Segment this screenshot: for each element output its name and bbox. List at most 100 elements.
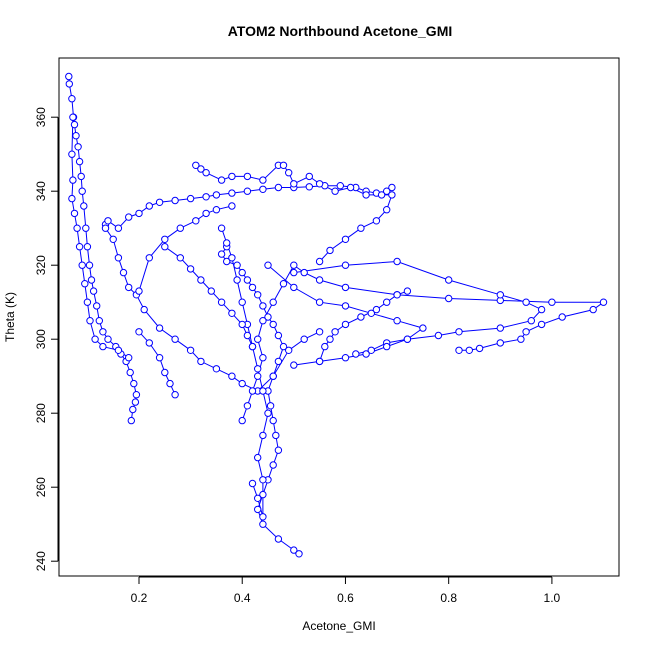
data-point [99, 328, 107, 336]
data-point [77, 172, 85, 181]
data-point [155, 354, 164, 362]
data-point [326, 246, 334, 255]
data-point [393, 317, 401, 325]
data-point [243, 402, 252, 410]
data-point [155, 324, 164, 332]
y-axis: 240 260 280 300 320 340 360 [34, 107, 59, 571]
data-point [78, 187, 86, 195]
data-point [85, 261, 94, 269]
data-point [140, 305, 148, 314]
data-point [517, 335, 525, 343]
data-point [95, 317, 104, 325]
series-points [65, 72, 608, 558]
data-point [91, 335, 99, 343]
data-point [305, 183, 313, 191]
data-point [455, 328, 463, 336]
data-point [109, 235, 117, 244]
x-tick-label: 0.6 [337, 591, 354, 605]
data-point [362, 191, 370, 199]
data-point [217, 298, 226, 306]
data-point [388, 183, 396, 192]
data-point [254, 453, 262, 462]
data-point [393, 257, 401, 266]
data-point [192, 161, 200, 170]
data-point [202, 193, 210, 201]
data-point [254, 365, 262, 373]
data-point [248, 387, 257, 395]
data-point [300, 335, 308, 343]
data-point [315, 180, 324, 188]
data-point [295, 550, 303, 558]
y-tick-label: 300 [34, 329, 48, 349]
data-point [290, 268, 298, 277]
data-point [69, 176, 77, 184]
data-point [341, 261, 350, 269]
data-point [101, 224, 110, 232]
data-point [259, 520, 267, 528]
data-point [78, 261, 86, 269]
data-point [186, 346, 195, 354]
data-point [264, 313, 272, 321]
data-point [171, 196, 179, 205]
data-point [238, 320, 246, 329]
data-point [341, 283, 350, 292]
data-point [254, 291, 262, 299]
data-point [99, 342, 107, 351]
data-point [259, 185, 267, 194]
data-point [65, 72, 73, 81]
x-tick-label: 0.8 [440, 591, 457, 605]
data-point [496, 339, 504, 347]
data-point [367, 346, 375, 354]
data-point [367, 309, 375, 317]
data-point [126, 368, 134, 377]
data-point [274, 357, 283, 366]
y-tick-label: 340 [34, 181, 48, 201]
series-lines [68, 76, 606, 555]
data-point [65, 80, 74, 88]
data-point [434, 331, 443, 340]
data-point [125, 354, 133, 362]
data-point [238, 268, 246, 277]
data-point [362, 350, 370, 358]
data-point [419, 324, 427, 332]
data-point [238, 379, 246, 388]
data-point [548, 298, 556, 306]
data-point [290, 361, 298, 369]
data-point [269, 416, 277, 425]
data-point [522, 298, 530, 306]
data-point [132, 391, 141, 399]
data-point [248, 283, 257, 292]
data-point [279, 342, 288, 351]
data-point [264, 409, 272, 417]
data-point [135, 328, 143, 336]
data-point [93, 302, 101, 310]
data-point [135, 209, 143, 218]
data-point [228, 254, 236, 262]
data-point [388, 191, 396, 199]
data-point [336, 182, 344, 190]
data-point [145, 339, 154, 347]
data-point [75, 157, 84, 166]
data-point [70, 209, 79, 218]
data-point [233, 276, 241, 284]
data-point [372, 305, 381, 314]
data-point [202, 169, 210, 177]
data-point [259, 387, 267, 395]
data-point [259, 176, 267, 184]
data-point [475, 344, 484, 353]
data-point [145, 254, 154, 262]
data-point [496, 291, 504, 299]
y-tick-label: 240 [34, 551, 48, 571]
data-point [300, 268, 308, 277]
data-point [212, 206, 221, 214]
data-point [315, 257, 324, 266]
data-point [357, 224, 365, 232]
data-point [186, 194, 195, 203]
y-tick-label: 320 [34, 255, 48, 275]
data-point [83, 243, 92, 251]
y-axis-label: Theta (K) [3, 292, 17, 342]
data-point [238, 416, 246, 425]
data-point [74, 143, 82, 151]
data-point [217, 224, 226, 232]
data-point [290, 283, 298, 292]
